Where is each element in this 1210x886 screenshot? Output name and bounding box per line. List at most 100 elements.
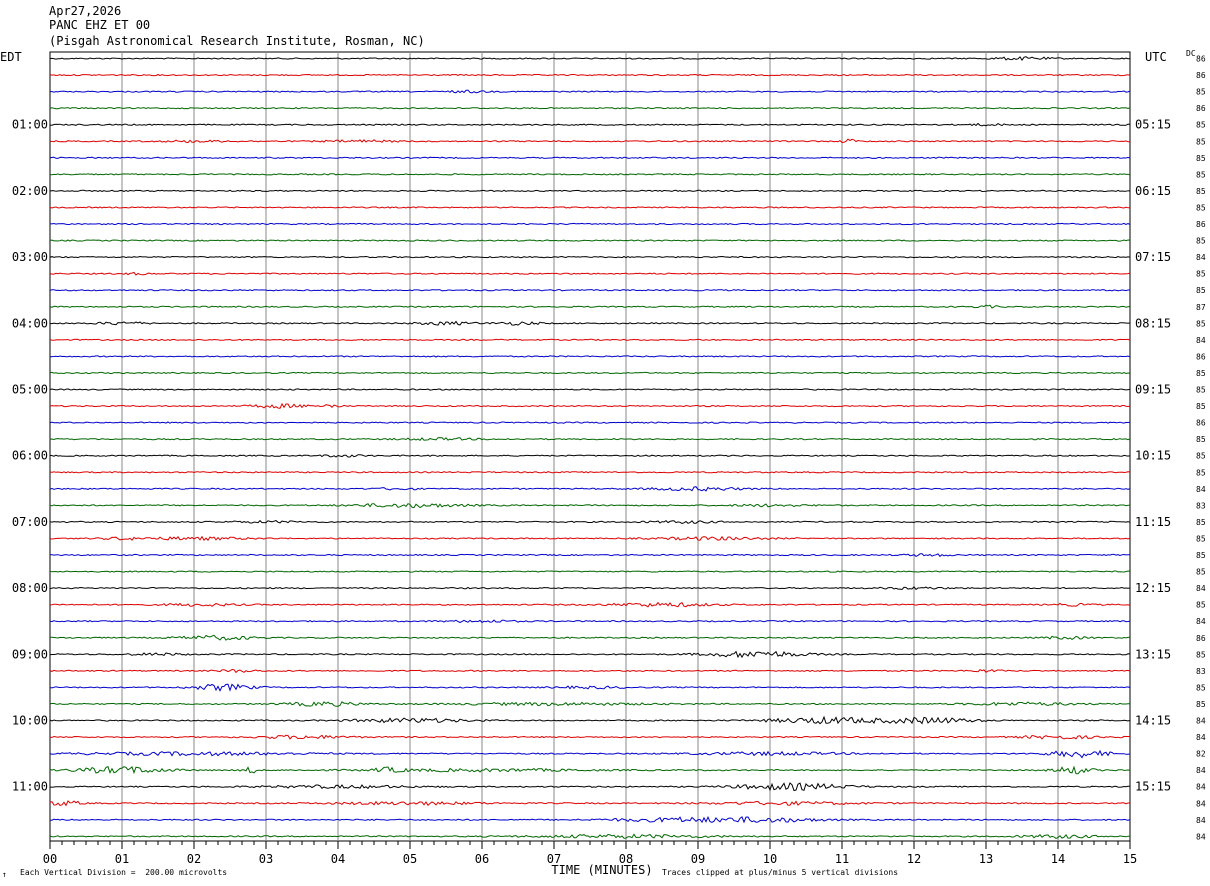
seismic-trace: [49, 800, 1130, 807]
seismic-trace: [49, 782, 1130, 792]
seismic-trace: [49, 535, 1131, 542]
x-tick-label: 09: [691, 852, 705, 866]
clip-note: Traces clipped at plus/minus 5 vertical …: [662, 868, 899, 877]
dc-offset-label: 85: [1196, 121, 1206, 130]
x-tick-label: 01: [115, 852, 129, 866]
dc-offset-label: 86: [1196, 220, 1206, 229]
dc-offset-label: 85: [1196, 402, 1206, 411]
dc-offset-label: 85: [1196, 270, 1206, 279]
right-hour-labels: 05:15 06:15 07:15 08:15 09:15 10:15 11:15 12:15…: [1135, 118, 1171, 794]
x-tick-label: 07: [547, 852, 561, 866]
dc-offset-label: 87: [1196, 303, 1206, 312]
right-hour-label: 10:15: [1135, 449, 1171, 463]
x-tick-label: 05: [403, 852, 417, 866]
dc-offset-label: 84: [1196, 336, 1206, 345]
x-tick-label: 14: [1051, 852, 1065, 866]
dc-offset-label: 86: [1196, 352, 1206, 361]
seismic-trace: [49, 715, 1131, 725]
seismic-trace: [49, 619, 1131, 624]
right-hour-label: 13:15: [1135, 647, 1171, 661]
dc-offset-label: 84: [1196, 617, 1206, 626]
dc-offset-label: 85: [1196, 187, 1206, 196]
seismic-trace: [49, 833, 1131, 839]
x-tick-label: 00: [43, 852, 57, 866]
dc-offset-label: 85: [1196, 286, 1206, 295]
dc-offset-label: 82: [1196, 750, 1206, 759]
dc-offset-label: 86: [1196, 55, 1206, 64]
seismic-trace: [49, 304, 1131, 309]
left-hour-label: 02:00: [12, 184, 48, 198]
x-tick-label: 12: [907, 852, 921, 866]
dc-offset-label: 84: [1196, 253, 1206, 262]
seismic-trace: [49, 486, 1131, 492]
dc-offset-label: 84: [1196, 733, 1206, 742]
seismic-trace: [49, 634, 1131, 641]
grid: [49, 51, 1131, 842]
seismic-trace: [49, 56, 1131, 61]
dc-offset-label: 85: [1196, 88, 1206, 97]
station-label: PANC EHZ ET 00: [49, 18, 151, 32]
dc-offset-label: 85: [1196, 683, 1206, 692]
dc-offset-label: 85: [1196, 601, 1206, 610]
dc-offset-label: 84: [1196, 783, 1206, 792]
right-hour-label: 07:15: [1135, 250, 1171, 264]
seismic-trace: [49, 815, 1131, 824]
seismic-trace: [49, 553, 1131, 558]
dc-offset-label: 84: [1196, 832, 1206, 841]
seismic-trace: [49, 668, 1131, 674]
seismic-trace: [49, 89, 1131, 94]
seismic-trace: [49, 122, 1131, 127]
seismic-trace: [50, 138, 1131, 144]
seismic-trace: [49, 107, 1131, 110]
dc-offset-label: 84: [1196, 485, 1206, 494]
seismic-trace: [49, 402, 1131, 409]
dc-offset-label: 86: [1196, 419, 1206, 428]
right-hour-label: 06:15: [1135, 184, 1171, 198]
seismic-trace: [49, 586, 1131, 591]
seismic-trace: [49, 570, 1131, 573]
seismic-trace: [49, 355, 1131, 358]
seismic-trace: [49, 701, 1130, 707]
x-axis-title: TIME (MINUTES): [551, 863, 652, 877]
left-hour-label: 07:00: [12, 515, 48, 529]
x-axis: 00 01 02 03 04 05 06 07 08 09 10 11 12 13 14 15: [43, 841, 1137, 866]
dc-offset-label: 83: [1196, 667, 1206, 676]
seismic-trace: [49, 289, 1130, 292]
seismic-trace: [49, 73, 1131, 77]
dc-offset-label: 86: [1196, 71, 1206, 80]
left-hour-label: 09:00: [12, 647, 48, 661]
dc-offset-label: 83: [1196, 501, 1206, 510]
dc-offset-label: 85: [1196, 319, 1206, 328]
dc-offset-label: 85: [1196, 534, 1206, 543]
seismic-trace: [49, 519, 1131, 524]
left-hour-labels: 01:00 02:00 03:00 04:00 05:00 06:00 07:00 08:00…: [12, 118, 48, 794]
left-timezone-label: EDT: [0, 50, 22, 64]
seismic-trace: [49, 650, 1131, 659]
x-tick-label: 03: [259, 852, 273, 866]
dc-offset-label: 85: [1196, 170, 1206, 179]
seismic-trace: [49, 338, 1131, 341]
seismic-trace: [49, 255, 1131, 259]
dc-offset-label: 84: [1196, 816, 1206, 825]
dc-offset-label: 85: [1196, 551, 1206, 560]
dc-offset-label: 85: [1196, 369, 1206, 378]
seismic-trace: [49, 601, 1131, 608]
seismic-trace: [49, 222, 1131, 226]
trace-group: [49, 56, 1131, 839]
right-hour-label: 08:15: [1135, 316, 1171, 330]
x-tick-label: 06: [475, 852, 489, 866]
dc-offset-labels: 86 86 85 86 85 85 85 85 85 85 86 85 84 85 85 87 85 84 86 85…: [1196, 55, 1206, 842]
seismic-trace: [49, 471, 1131, 474]
dc-offset-label: 84: [1196, 717, 1206, 726]
x-tick-label: 11: [835, 852, 849, 866]
seismic-trace: [49, 206, 1130, 209]
dc-offset-label: 85: [1196, 203, 1206, 212]
dc-offset-label: 86: [1196, 104, 1206, 113]
left-hour-label: 04:00: [12, 316, 48, 330]
right-hour-label: 09:15: [1135, 383, 1171, 397]
x-tick-label: 02: [187, 852, 201, 866]
seismic-trace: [49, 749, 1131, 759]
seismic-trace: [49, 189, 1131, 193]
location-label: (Pisgah Astronomical Research Institute,…: [49, 34, 425, 48]
left-hour-label: 01:00: [12, 118, 48, 132]
